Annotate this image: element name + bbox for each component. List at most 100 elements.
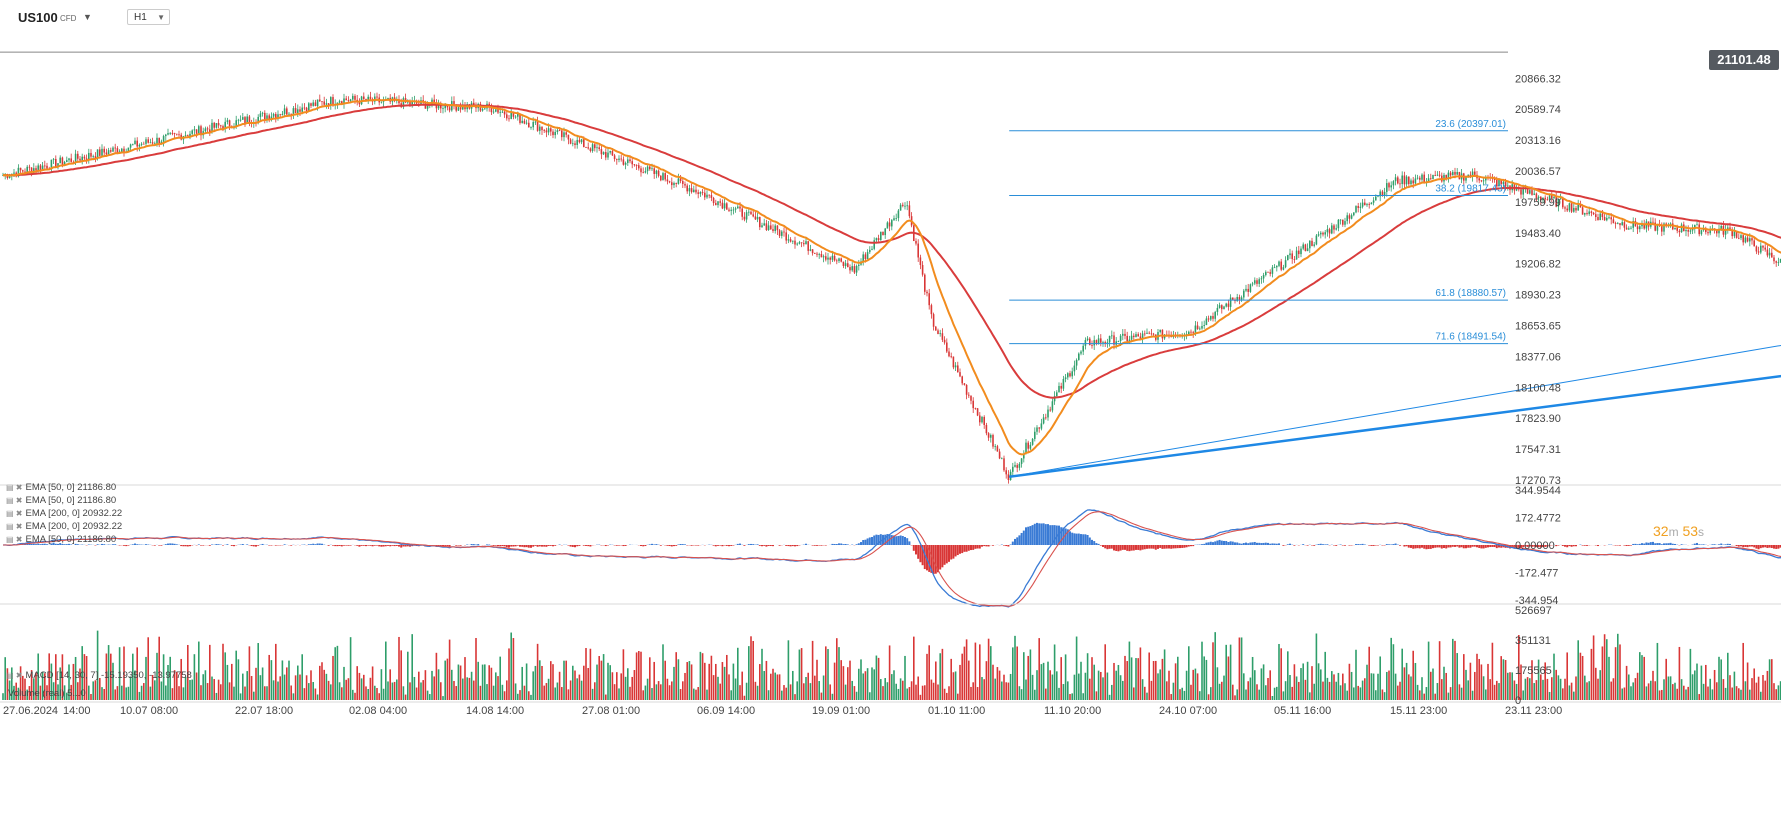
candle bbox=[1271, 267, 1274, 274]
volume-bar bbox=[222, 643, 224, 700]
macd-histogram-bar bbox=[642, 545, 645, 547]
candle bbox=[1674, 227, 1676, 230]
volume-bar bbox=[187, 644, 189, 700]
macd-histogram-bar bbox=[1172, 545, 1175, 549]
volume-bar bbox=[96, 630, 99, 700]
macd-histogram-bar bbox=[974, 545, 977, 549]
candle bbox=[690, 188, 693, 193]
candle bbox=[888, 222, 891, 227]
volume-bar bbox=[195, 672, 198, 700]
macd-histogram-bar bbox=[1062, 527, 1065, 545]
timeframe-value: H1 bbox=[134, 12, 147, 23]
macd-histogram-bar bbox=[1141, 545, 1144, 550]
macd-histogram-bar bbox=[697, 545, 700, 546]
volume-bar bbox=[158, 636, 160, 700]
candle bbox=[1034, 431, 1036, 439]
macd-histogram-bar bbox=[1275, 543, 1278, 546]
candle bbox=[684, 183, 686, 186]
volume-bar bbox=[26, 689, 28, 700]
macd-histogram-bar bbox=[1161, 545, 1164, 549]
macd-histogram-bar bbox=[514, 545, 517, 547]
macd-histogram-bar bbox=[70, 544, 73, 546]
macd-histogram-bar bbox=[1357, 544, 1360, 546]
volume-bar bbox=[94, 680, 97, 700]
macd-histogram-bar bbox=[1355, 544, 1357, 546]
symbol-name[interactable]: US100 bbox=[18, 10, 58, 25]
macd-histogram-bar bbox=[525, 545, 528, 548]
candle bbox=[1705, 229, 1707, 233]
macd-histogram-bar bbox=[1443, 545, 1445, 549]
macd-histogram-bar bbox=[358, 545, 361, 547]
candle bbox=[1093, 340, 1095, 346]
volume-bar bbox=[217, 679, 220, 700]
candle bbox=[473, 102, 475, 106]
volume-bar bbox=[233, 686, 235, 700]
candle bbox=[1592, 212, 1595, 215]
macd-histogram-bar bbox=[393, 545, 396, 547]
volume-bar bbox=[156, 652, 158, 700]
volume-bar bbox=[81, 646, 83, 700]
candle bbox=[292, 108, 295, 115]
macd-histogram-bar bbox=[952, 545, 955, 559]
candle bbox=[1018, 463, 1021, 468]
macd-histogram-bar bbox=[376, 545, 378, 546]
macd-histogram-bar bbox=[1273, 543, 1276, 546]
candle bbox=[246, 116, 248, 124]
candle bbox=[330, 97, 332, 106]
volume-bar bbox=[184, 676, 187, 700]
candle bbox=[1139, 336, 1142, 339]
macd-histogram-bar bbox=[1102, 545, 1104, 547]
volume-bar bbox=[52, 682, 55, 700]
candle bbox=[325, 103, 328, 105]
macd-histogram-bar bbox=[939, 545, 942, 570]
macd-histogram-bar bbox=[1407, 545, 1410, 548]
candle bbox=[85, 158, 88, 160]
candle bbox=[1768, 252, 1771, 256]
macd-histogram-bar bbox=[1216, 540, 1219, 545]
macd-histogram-bar bbox=[648, 544, 651, 545]
candle bbox=[1227, 303, 1230, 307]
macd-histogram-bar bbox=[1249, 542, 1252, 545]
candle bbox=[1753, 240, 1755, 247]
candle bbox=[1254, 280, 1256, 284]
candle bbox=[974, 408, 977, 409]
candle bbox=[299, 109, 301, 112]
macd-histogram-bar bbox=[1042, 523, 1045, 545]
candle bbox=[996, 446, 999, 452]
candle bbox=[1326, 229, 1329, 233]
volume-bar bbox=[151, 674, 154, 700]
macd-histogram-bar bbox=[1242, 543, 1245, 546]
candle bbox=[68, 158, 70, 161]
candle bbox=[668, 181, 671, 183]
candle bbox=[1777, 262, 1780, 263]
macd-histogram-bar bbox=[1438, 545, 1441, 548]
candle bbox=[800, 242, 803, 244]
fib-level-label: 61.8 (18880.57) bbox=[1435, 288, 1506, 299]
macd-histogram-bar bbox=[820, 545, 823, 546]
candle bbox=[609, 150, 611, 153]
candle bbox=[1267, 271, 1269, 273]
candle bbox=[998, 451, 1001, 459]
candle bbox=[961, 376, 963, 384]
macd-histogram-bar bbox=[1326, 544, 1329, 545]
candle bbox=[303, 107, 306, 109]
candle bbox=[761, 225, 763, 228]
candle bbox=[558, 130, 561, 132]
candle bbox=[1045, 417, 1047, 419]
macd-histogram-bar bbox=[1693, 543, 1696, 545]
macd-histogram-bar bbox=[516, 545, 519, 546]
timeframe-select[interactable]: H1 ▼ bbox=[127, 9, 170, 25]
symbol-type: CFD bbox=[60, 14, 77, 23]
candle bbox=[965, 384, 968, 395]
candle bbox=[1480, 180, 1483, 182]
candle bbox=[308, 103, 310, 112]
symbol-dropdown-icon[interactable]: ▼ bbox=[83, 12, 92, 22]
macd-histogram-bar bbox=[134, 543, 136, 546]
candle bbox=[455, 105, 457, 111]
candle bbox=[1355, 206, 1357, 213]
candle bbox=[1456, 171, 1458, 175]
candle bbox=[1126, 335, 1128, 342]
volume-bar bbox=[37, 653, 39, 700]
macd-histogram-bar bbox=[1262, 542, 1265, 546]
